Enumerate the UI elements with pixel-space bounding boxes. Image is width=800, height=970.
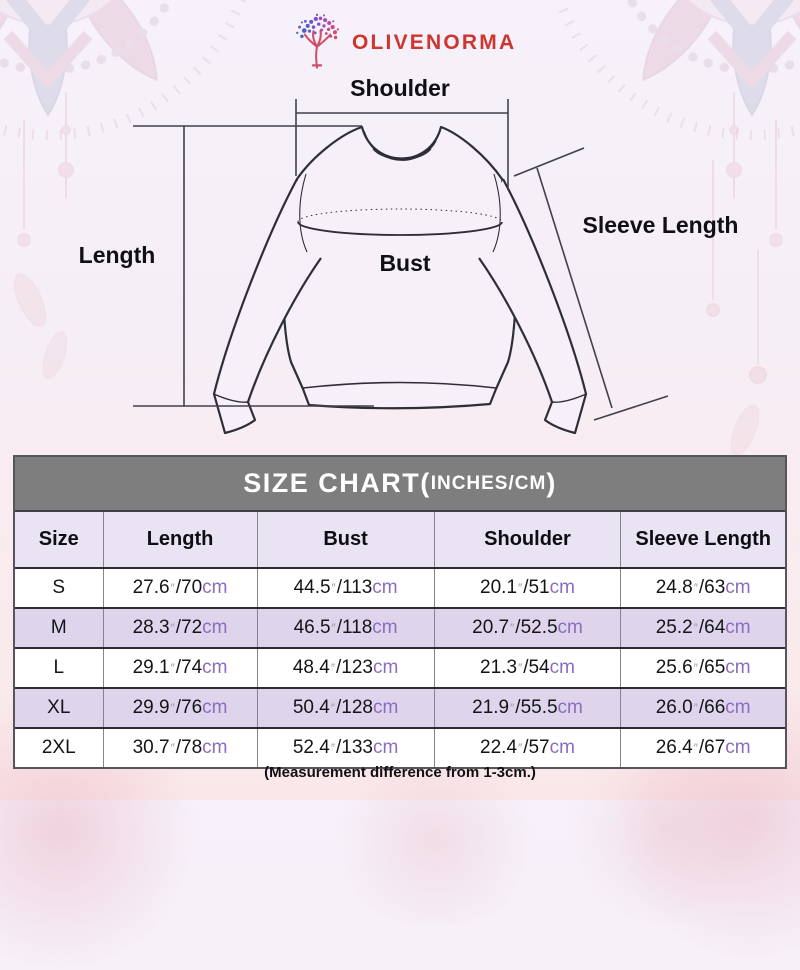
measurement-cell: 29.9 ″/76 cm bbox=[104, 689, 258, 727]
measurement-cell: 27.6 ″/70 cm bbox=[104, 569, 258, 607]
measurement-cell: 30.7 ″/78 cm bbox=[104, 729, 258, 767]
column-header-length: Length bbox=[104, 512, 258, 567]
measurement-cell: 50.4 ″/128 cm bbox=[258, 689, 435, 727]
title-units: INCHES/CM bbox=[430, 472, 547, 494]
table-body: S 27.6 ″/70 cm 44.5 ″/113 cm 20.1 ″/51 cm 24.8 ″/63… bbox=[15, 569, 785, 767]
tree-icon bbox=[296, 13, 340, 69]
size-cell: 2XL bbox=[15, 729, 104, 767]
measurement-cell: 21.9 ″/55.5 cm bbox=[435, 689, 622, 727]
table-row: XL 29.9 ″/76 cm 50.4 ″/128 cm 21.9 ″/55.5 cm 26.0 ″… bbox=[15, 689, 785, 729]
measurement-cell: 26.4 ″/67 cm bbox=[655, 737, 751, 758]
length-label: Length bbox=[78, 242, 156, 268]
size-chart-table: SIZE CHART( INCHES/CM ) Size Length Bust… bbox=[13, 455, 787, 769]
column-header-sleeve-length: Sleeve Length bbox=[635, 528, 771, 550]
brand-name: OLIVENORMA bbox=[352, 31, 517, 54]
size-chart-title: SIZE CHART( INCHES/CM ) bbox=[15, 457, 785, 512]
measurement-cell: 24.8 ″/63 cm bbox=[655, 577, 751, 598]
bust-label: Bust bbox=[379, 250, 431, 276]
shoulder-label: Shoulder bbox=[350, 75, 450, 101]
title-close: ) bbox=[546, 468, 557, 498]
sleeve-length-label: Sleeve Length bbox=[582, 212, 739, 238]
title-main: SIZE CHART( bbox=[243, 468, 431, 498]
column-header-bust: Bust bbox=[258, 512, 435, 567]
measurement-cell: 26.0 ″/66 cm bbox=[655, 697, 751, 718]
measurement-cell: 22.4 ″/57 cm bbox=[435, 729, 622, 767]
measurement-cell: 20.7 ″/52.5 cm bbox=[435, 609, 622, 647]
measurement-cell: 44.5 ″/113 cm bbox=[258, 569, 435, 607]
size-cell: M bbox=[15, 609, 104, 647]
table-row: L 29.1 ″/74 cm 48.4 ″/123 cm 21.3 ″/54 cm 25.6 ″/65… bbox=[15, 649, 785, 689]
measurement-cell: 25.6 ″/65 cm bbox=[655, 657, 751, 678]
measurement-cell: 46.5 ″/118 cm bbox=[258, 609, 435, 647]
measurement-cell: 29.1 ″/74 cm bbox=[104, 649, 258, 687]
table-row: S 27.6 ″/70 cm 44.5 ″/113 cm 20.1 ″/51 cm 24.8 ″/63… bbox=[15, 569, 785, 609]
table-row: M 28.3 ″/72 cm 46.5 ″/118 cm 20.7 ″/52.5 cm 25.2 ″ /… bbox=[15, 609, 785, 649]
measurement-cell: 28.3 ″/72 cm bbox=[104, 609, 258, 647]
size-cell: XL bbox=[15, 689, 104, 727]
measurement-cell: 48.4 ″/123 cm bbox=[258, 649, 435, 687]
table-row: 2XL 30.7 ″/78 cm 52.4 ″/133 cm 22.4 ″/57 cm 26.4 ″ /… bbox=[15, 729, 785, 767]
column-header-size: Size bbox=[15, 512, 104, 567]
measurement-cell: 21.3 ″/54 cm bbox=[435, 649, 622, 687]
measurement-cell: 52.4 ″/133 cm bbox=[258, 729, 435, 767]
measurement-cell: 20.1 ″/51 cm bbox=[435, 569, 622, 607]
size-cell: S bbox=[15, 569, 104, 607]
measurement-cell: 25.2 ″/64 cm bbox=[655, 617, 751, 638]
table-header-row: Size Length Bust Shoulder Sleeve Length bbox=[15, 512, 785, 569]
size-cell: L bbox=[15, 649, 104, 687]
measurement-note: (Measurement difference from 1-3cm.) bbox=[264, 764, 536, 781]
column-header-shoulder: Shoulder bbox=[435, 512, 622, 567]
